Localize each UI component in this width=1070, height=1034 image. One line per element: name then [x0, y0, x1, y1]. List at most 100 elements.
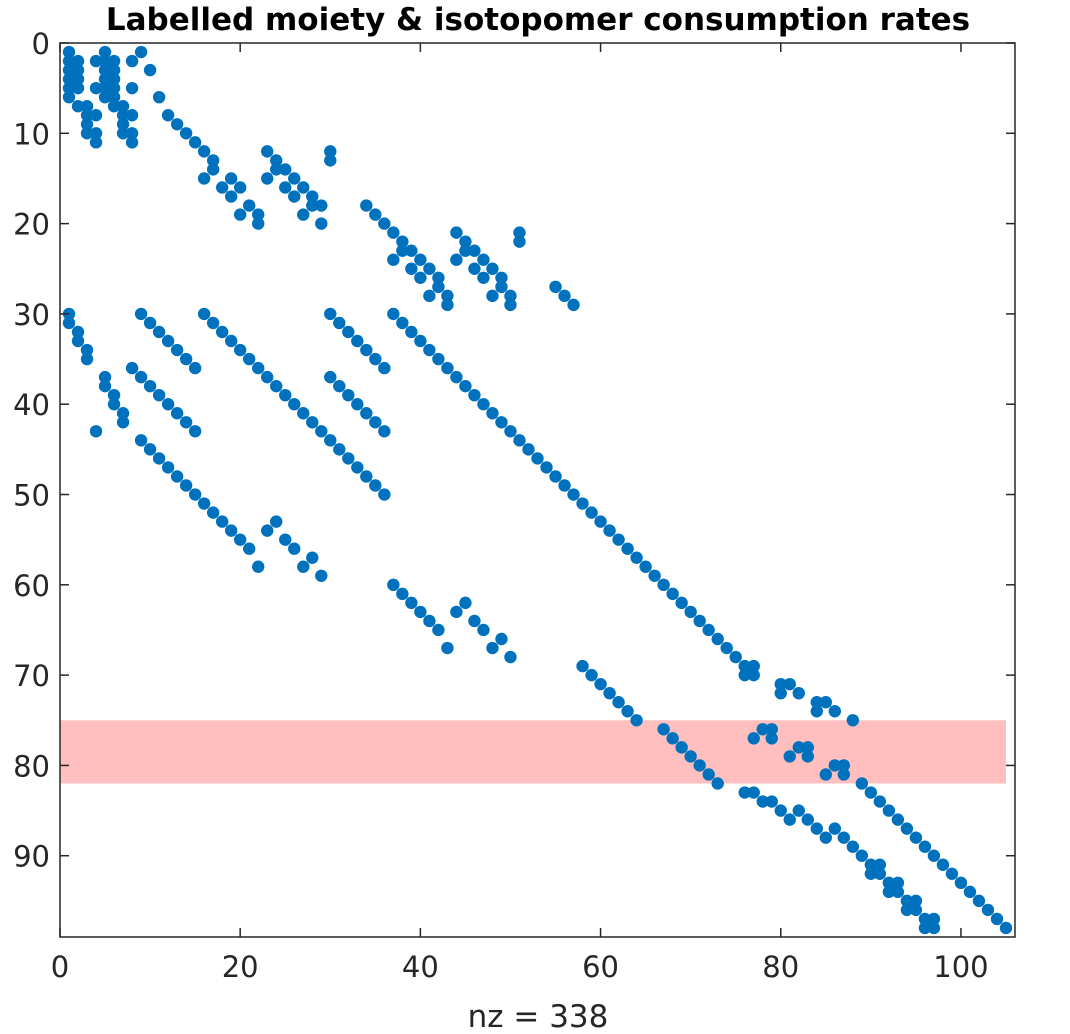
data-point	[801, 741, 814, 754]
data-point	[486, 641, 499, 655]
data-point	[837, 768, 851, 781]
data-point	[107, 398, 121, 411]
data-point	[927, 921, 941, 935]
data-point	[342, 452, 355, 465]
data-point	[756, 723, 769, 736]
data-point	[666, 587, 679, 601]
data-point	[306, 199, 319, 212]
data-point	[432, 623, 445, 637]
data-point	[459, 244, 472, 257]
data-point	[756, 795, 769, 808]
data-point	[215, 515, 229, 528]
data-point	[801, 750, 814, 763]
data-point	[116, 109, 130, 122]
data-point	[261, 370, 274, 384]
data-point	[152, 452, 166, 465]
data-point	[414, 334, 427, 348]
data-point	[252, 361, 265, 375]
data-point	[405, 262, 418, 275]
data-point	[522, 443, 535, 456]
data-point	[62, 72, 76, 86]
data-point	[89, 109, 103, 122]
data-point	[657, 723, 670, 736]
data-point	[414, 271, 427, 284]
data-point	[486, 262, 499, 275]
data-point	[71, 100, 85, 113]
data-point	[378, 217, 391, 230]
data-point	[125, 81, 139, 95]
data-point	[810, 822, 823, 835]
data-point	[504, 298, 517, 312]
data-point	[594, 515, 607, 528]
data-point	[206, 316, 220, 330]
data-point	[693, 759, 706, 772]
data-point	[270, 163, 283, 176]
data-point	[540, 461, 553, 474]
data-point	[161, 398, 175, 411]
data-point	[738, 659, 751, 673]
data-point	[252, 560, 265, 573]
data-point	[288, 542, 301, 555]
data-point	[495, 280, 508, 294]
data-point	[342, 388, 355, 402]
data-point	[441, 289, 454, 303]
data-point	[188, 425, 202, 438]
data-point	[783, 677, 796, 691]
data-point	[116, 416, 130, 429]
data-point	[197, 145, 211, 158]
data-point	[828, 705, 842, 718]
data-point	[306, 416, 319, 429]
data-point	[107, 63, 121, 77]
data-point	[504, 650, 517, 664]
data-point	[288, 398, 301, 411]
data-point	[62, 316, 76, 330]
data-point	[315, 569, 328, 582]
data-point	[864, 858, 878, 871]
data-point	[549, 470, 562, 483]
data-point	[270, 154, 283, 167]
data-point	[450, 226, 463, 239]
data-point	[369, 208, 382, 221]
data-point	[89, 81, 103, 95]
data-point	[206, 506, 220, 519]
data-point	[837, 759, 851, 772]
data-point	[441, 298, 454, 312]
data-point	[360, 470, 373, 483]
x-tick-label: 0	[51, 950, 69, 984]
data-point	[98, 370, 112, 384]
data-point	[405, 596, 418, 610]
data-point	[98, 90, 112, 104]
data-point	[62, 63, 76, 77]
data-point	[206, 163, 220, 176]
data-point	[747, 786, 760, 799]
data-point	[396, 587, 409, 601]
data-point	[125, 127, 139, 140]
data-point	[242, 352, 256, 366]
data-point	[882, 876, 896, 890]
data-point	[242, 199, 256, 212]
data-point	[486, 407, 499, 420]
data-point	[837, 831, 851, 844]
data-point	[215, 325, 229, 339]
data-point	[747, 659, 760, 673]
x-tick-label: 80	[762, 950, 799, 984]
data-point	[387, 226, 400, 239]
data-point	[603, 524, 616, 537]
data-point	[143, 379, 157, 393]
data-point	[80, 100, 94, 113]
data-point	[432, 352, 445, 366]
data-point	[333, 316, 346, 330]
data-point	[297, 208, 310, 221]
data-point	[612, 533, 625, 546]
data-point	[116, 127, 130, 140]
data-point	[333, 379, 346, 393]
data-point	[810, 705, 823, 718]
data-point	[288, 172, 301, 185]
data-point	[188, 488, 202, 501]
data-point	[414, 253, 427, 266]
y-tick-label: 80	[13, 749, 50, 783]
data-point	[855, 849, 869, 862]
data-point	[125, 136, 139, 149]
data-point	[242, 542, 256, 555]
